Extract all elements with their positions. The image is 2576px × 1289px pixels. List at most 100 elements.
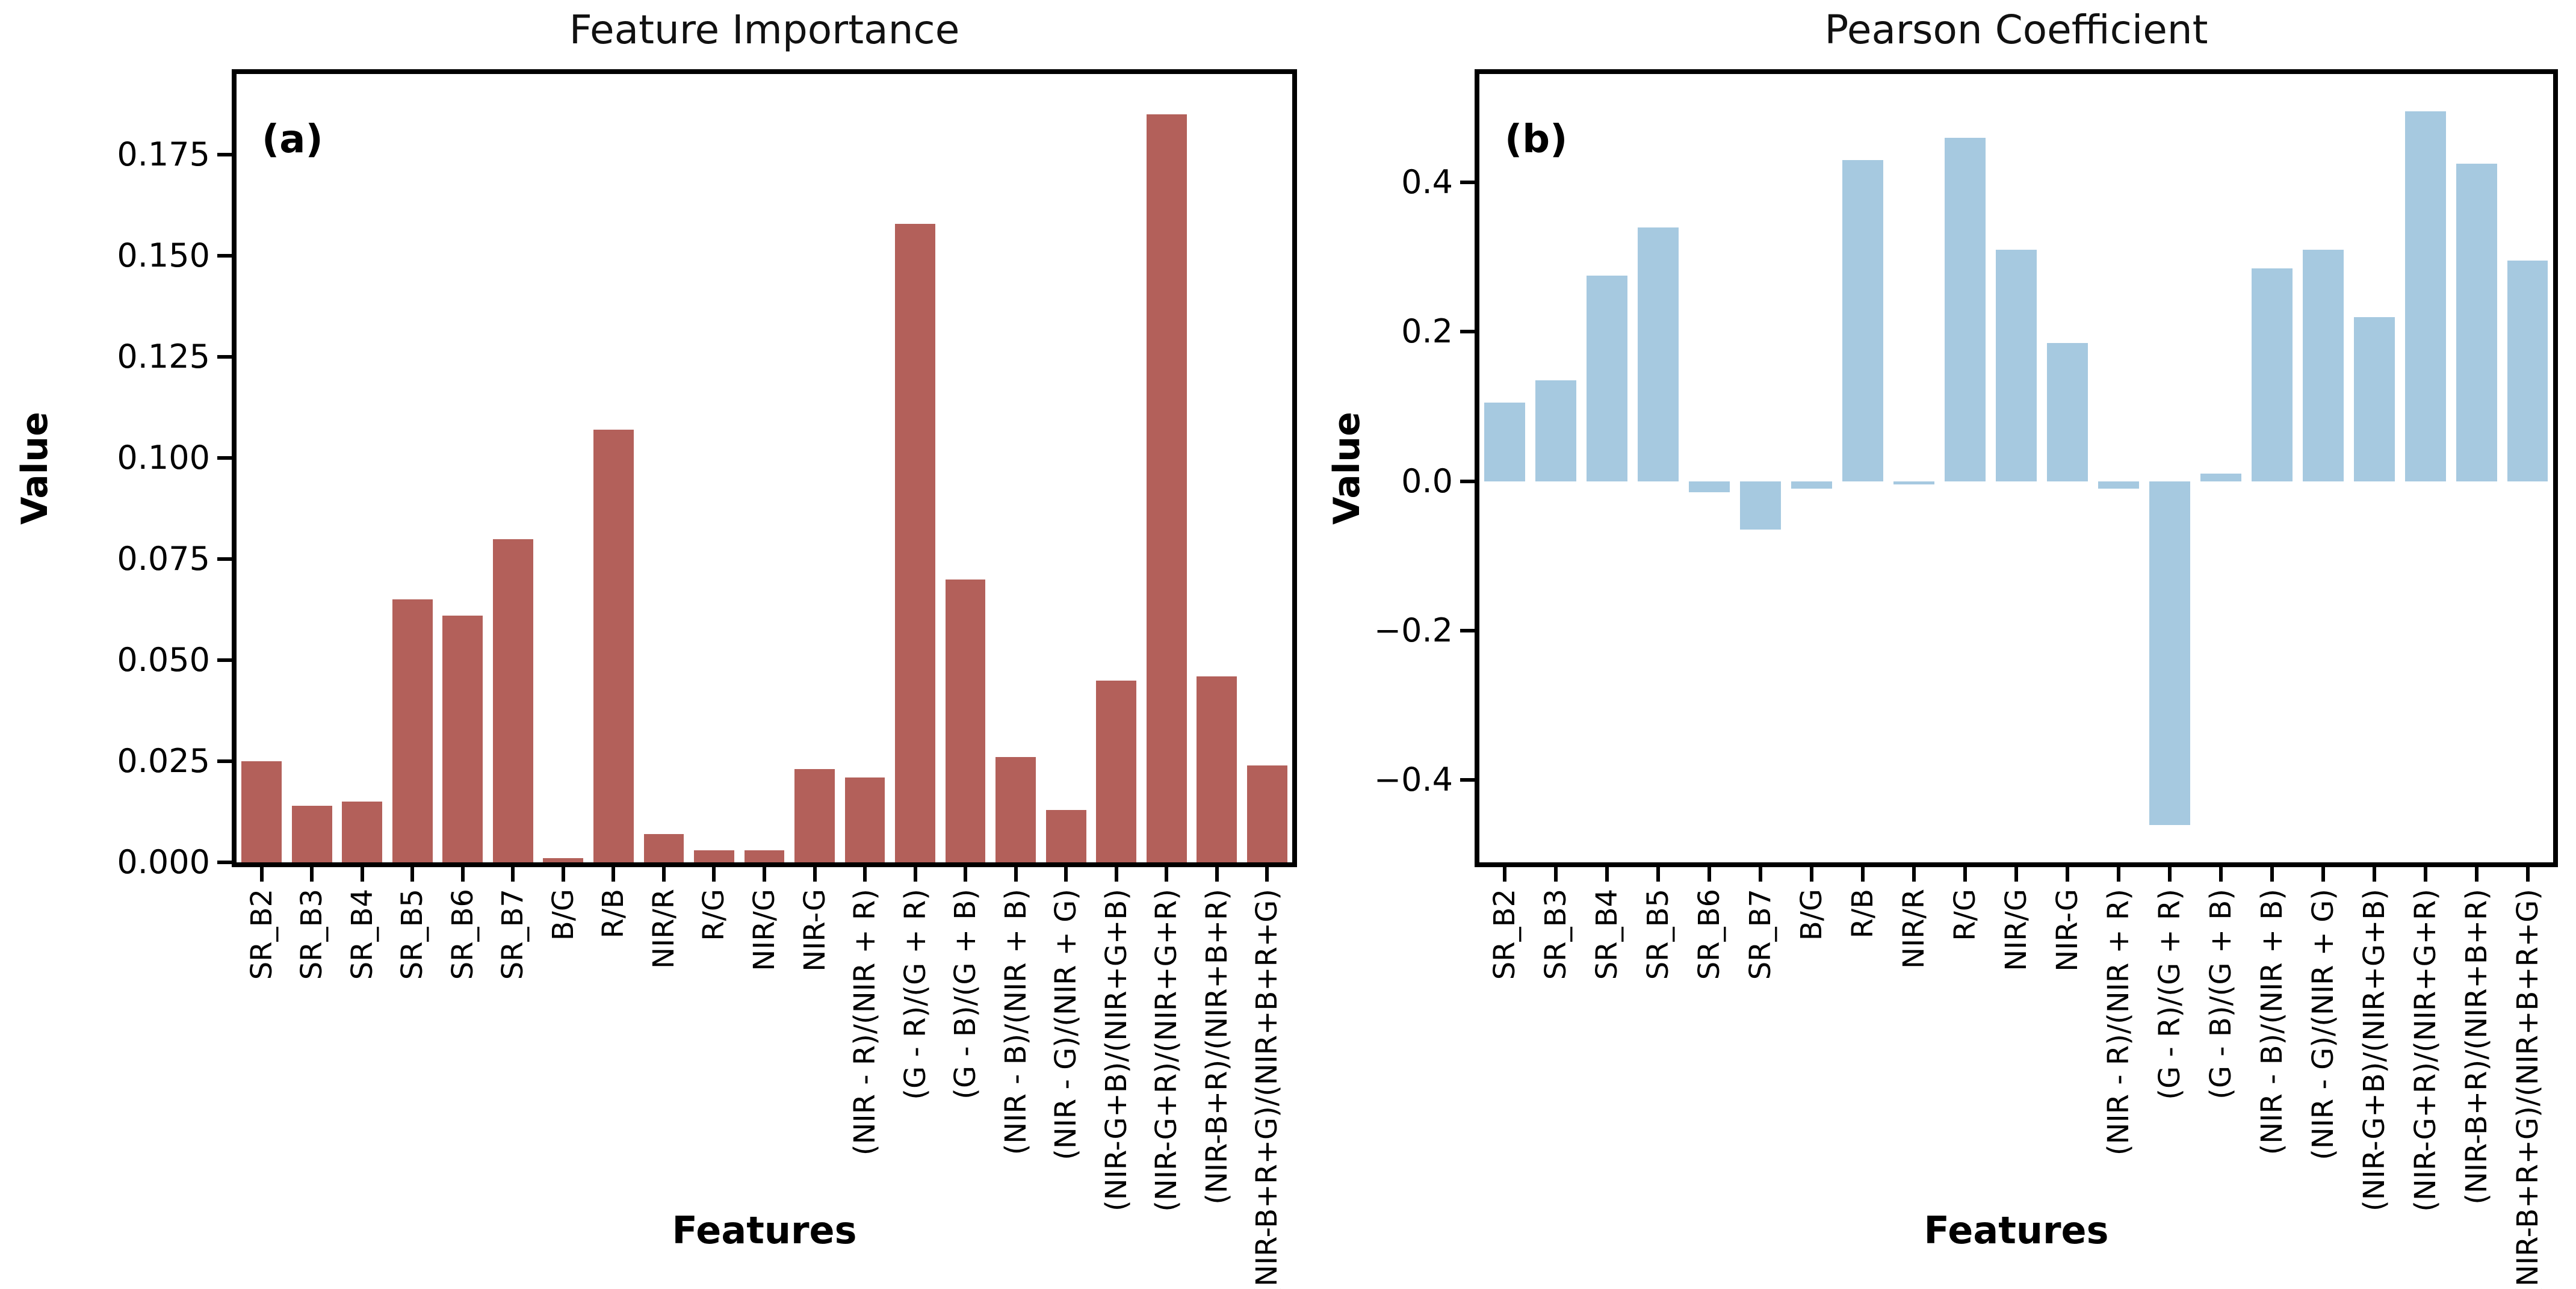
- y-tick-mark: [217, 153, 232, 157]
- x-tick-mark: [763, 867, 766, 882]
- x-tick-mark: [360, 867, 364, 882]
- bar-(G - B)/(G + B): [945, 579, 986, 862]
- bar-(G - B)/(G + B): [2200, 474, 2241, 481]
- bar-SR_B5: [392, 599, 433, 862]
- y-tick-label: 0.125: [117, 338, 210, 376]
- x-tick-label: NIR/R: [1897, 889, 1931, 969]
- y-tick-label: −0.2: [1373, 611, 1453, 650]
- x-tick-mark: [2474, 867, 2478, 882]
- bar-(NIR-G+B)/(NIR+G+B): [2353, 317, 2395, 481]
- y-tick-mark: [217, 355, 232, 359]
- x-tick-mark: [2423, 867, 2427, 882]
- x-tick-mark: [913, 867, 917, 882]
- bar-NIR-G: [794, 769, 835, 862]
- x-tick-label: NIR/G: [1999, 889, 2033, 971]
- x-tick-mark: [813, 867, 817, 882]
- bar-(NIR-G+B)/(NIR+G+B): [1096, 680, 1137, 862]
- bar-NIR/G: [744, 850, 785, 862]
- y-tick-label: 0.100: [117, 439, 210, 477]
- x-tick-mark: [2167, 867, 2172, 882]
- x-tick-label: (NIR - B)/(NIR + B): [2255, 889, 2289, 1155]
- y-tick-mark: [217, 658, 232, 663]
- bar-(G - R)/(G + R): [895, 223, 935, 862]
- bar-R/B: [593, 430, 634, 862]
- x-tick-mark: [2270, 867, 2274, 882]
- x-tick-mark: [863, 867, 867, 882]
- x-tick-mark: [611, 867, 616, 882]
- x-axis-ticks: SR_B2 SR_B3 SR_B4 SR_B5 SR_B6 SR_B7 B/G R/B NIR/…: [1479, 74, 2553, 1289]
- bar-(NIR - R)/(NIR + R): [844, 777, 885, 862]
- x-tick-mark: [1114, 867, 1118, 882]
- x-tick-mark: [1605, 867, 1609, 882]
- x-tick-mark: [661, 867, 666, 882]
- y-tick-mark: [217, 456, 232, 460]
- y-tick-mark: [1460, 629, 1475, 633]
- bar-R/G: [694, 850, 734, 862]
- y-axis-label: Value: [14, 412, 56, 525]
- x-tick-mark: [1912, 867, 1916, 882]
- y-tick-mark: [217, 557, 232, 561]
- x-tick-label: NIR-G: [2050, 889, 2084, 972]
- x-tick-label: (NIR - G)/(NIR + G): [1049, 889, 1083, 1160]
- x-tick-mark: [964, 867, 968, 882]
- x-tick-mark: [561, 867, 565, 882]
- x-tick-mark: [2065, 867, 2069, 882]
- bar-SR_B3: [1535, 380, 1577, 481]
- bar-(NIR-B+R)/(NIR+B+R): [2456, 164, 2497, 481]
- x-tick-mark: [2014, 867, 2018, 882]
- bar-(NIR-B+R+G)/(NIR+B+R+G): [2507, 261, 2548, 481]
- x-tick-mark: [1265, 867, 1269, 882]
- bar-(NIR - R)/(NIR + R): [2098, 481, 2139, 489]
- x-tick-label: SR_B4: [345, 889, 379, 980]
- x-tick-label: (G - B)/(G + B): [949, 889, 983, 1099]
- x-tick-mark: [2321, 867, 2325, 882]
- y-tick-label: 0.075: [117, 540, 210, 578]
- x-tick-label: SR_B5: [395, 889, 430, 980]
- x-tick-mark: [460, 867, 465, 882]
- bar-NIR/R: [643, 833, 684, 862]
- bar-NIR-G: [2046, 343, 2088, 481]
- bar-(G - R)/(G + R): [2149, 481, 2190, 825]
- bars-layer: [1479, 74, 2553, 862]
- bar-(NIR - B)/(NIR + B): [2251, 268, 2293, 481]
- y-tick-label: 0.025: [117, 742, 210, 781]
- bar-SR_B4: [1587, 276, 1628, 481]
- x-tick-mark: [259, 867, 264, 882]
- x-tick-mark: [511, 867, 515, 882]
- bar-(NIR-B+R+G)/(NIR+B+R+G): [1246, 765, 1287, 862]
- x-tick-label: NIR/R: [646, 889, 681, 969]
- x-tick-mark: [1503, 867, 1507, 882]
- y-tick-label: 0.175: [117, 135, 210, 174]
- x-tick-mark: [1656, 867, 1661, 882]
- plot-area: (a) 0.000 0.025 0.050 0.075 0.100 0.125 0.150 0…: [117, 69, 1297, 1289]
- x-tick-label: (G - B)/(G + B): [2203, 889, 2238, 1099]
- x-tick-label: SR_B2: [1488, 889, 1522, 980]
- x-tick-label: R/G: [697, 889, 731, 941]
- x-tick-mark: [1759, 867, 1763, 882]
- x-axis-ticks: SR_B2 SR_B3 SR_B4 SR_B5 SR_B6 SR_B7 B/G R/B NIR/…: [237, 74, 1292, 1289]
- x-tick-mark: [1708, 867, 1712, 882]
- x-tick-label: (NIR - R)/(NIR + R): [848, 889, 882, 1156]
- x-tick-label: R/B: [1846, 889, 1880, 939]
- x-tick-label: SR_B3: [1539, 889, 1573, 980]
- x-tick-label: SR_B7: [1744, 889, 1778, 980]
- x-tick-label: (NIR-G+B)/(NIR+G+B): [1099, 889, 1133, 1211]
- x-tick-label: (NIR-B+R)/(NIR+B+R): [2459, 889, 2494, 1205]
- x-tick-mark: [2218, 867, 2223, 882]
- x-tick-mark: [712, 867, 716, 882]
- y-tick-label: 0.4: [1401, 163, 1453, 202]
- y-tick-mark: [1460, 778, 1475, 782]
- y-axis-ticks: 0.4 0.2 0.0 −0.2 −0.4: [1374, 74, 2553, 862]
- x-tick-mark: [1963, 867, 1968, 882]
- x-tick-label: SR_B4: [1590, 889, 1624, 980]
- bar-(NIR - G)/(NIR + G): [2302, 249, 2344, 481]
- bar-SR_B2: [1484, 403, 1526, 481]
- x-tick-mark: [1014, 867, 1018, 882]
- bar-SR_B6: [442, 616, 483, 862]
- bar-SR_B5: [1638, 227, 1679, 481]
- x-tick-label: (NIR - G)/(NIR + G): [2306, 889, 2340, 1160]
- x-tick-label: (NIR - B)/(NIR + B): [999, 889, 1033, 1155]
- y-tick-label: 0.150: [117, 236, 210, 275]
- x-axis-label: Features: [672, 1208, 857, 1252]
